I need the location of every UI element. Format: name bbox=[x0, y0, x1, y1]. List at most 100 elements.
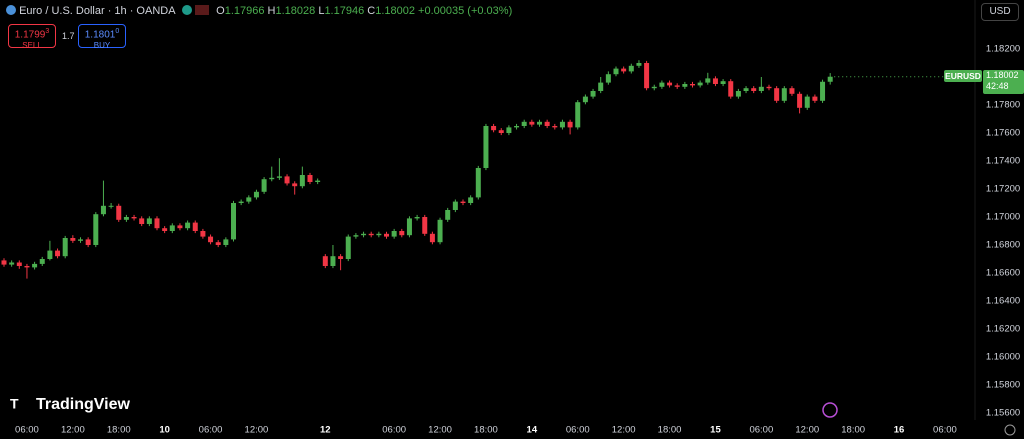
candle-body bbox=[399, 231, 405, 236]
candle-body bbox=[16, 262, 22, 266]
candle-body bbox=[491, 126, 497, 131]
x-tick-label: 10 bbox=[159, 425, 170, 436]
x-tick-label: 14 bbox=[527, 425, 538, 436]
candle-body bbox=[253, 191, 259, 198]
candle-body bbox=[192, 222, 198, 231]
candle-body bbox=[544, 121, 550, 126]
candle-body bbox=[55, 250, 61, 257]
sell-price: 1.1799 bbox=[14, 29, 46, 41]
candle-body bbox=[720, 81, 726, 84]
candle-body bbox=[613, 68, 619, 75]
candle-body bbox=[131, 217, 137, 219]
flag-icon bbox=[195, 5, 210, 15]
candle-body bbox=[575, 102, 581, 128]
candle-body bbox=[766, 86, 772, 89]
candle-body bbox=[208, 236, 214, 243]
candle-body bbox=[475, 168, 481, 198]
spread: 1.7 bbox=[62, 31, 75, 41]
candle-body bbox=[697, 82, 703, 86]
candle-body bbox=[498, 130, 504, 133]
candle-body bbox=[437, 219, 443, 243]
y-tick-label: 1.16200 bbox=[986, 324, 1020, 335]
candle-body bbox=[39, 259, 45, 264]
candle-body bbox=[452, 201, 458, 210]
ohlc-c-label: C bbox=[367, 5, 376, 17]
sell-button[interactable]: 1.17993 SELL bbox=[8, 24, 56, 50]
candle-body bbox=[674, 85, 680, 87]
symbol-title: Euro / U.S. Dollar · 1h · OANDA bbox=[19, 5, 175, 17]
y-tick-label: 1.16600 bbox=[986, 268, 1020, 279]
y-tick-label: 1.16000 bbox=[986, 352, 1020, 363]
candle-body bbox=[460, 201, 466, 203]
candle-body bbox=[559, 121, 565, 128]
candle-body bbox=[24, 266, 30, 268]
candle-body bbox=[636, 63, 642, 66]
candle-body bbox=[651, 86, 657, 89]
y-tick-label: 1.17800 bbox=[986, 100, 1020, 111]
buy-button[interactable]: 1.18010 BUY bbox=[78, 24, 126, 51]
x-tick-label: 06:00 bbox=[749, 425, 773, 436]
candle-body bbox=[116, 205, 122, 220]
y-tick-label: 1.17400 bbox=[986, 156, 1020, 167]
candle-body bbox=[667, 82, 673, 86]
y-tick-label: 1.17600 bbox=[986, 128, 1020, 139]
header: Euro / U.S. Dollar · 1h · OANDA O1.17966… bbox=[6, 5, 512, 17]
candle-body bbox=[804, 96, 810, 108]
x-tick-label: 12:00 bbox=[61, 425, 85, 436]
candle-body bbox=[605, 74, 611, 83]
candle-body bbox=[261, 179, 267, 192]
candle-body bbox=[743, 88, 749, 91]
candle-body bbox=[322, 256, 328, 266]
candle-body bbox=[108, 205, 114, 207]
buy-pip: 0 bbox=[115, 28, 120, 35]
x-tick-label: 12:00 bbox=[245, 425, 269, 436]
x-tick-label: 12:00 bbox=[428, 425, 452, 436]
symbol-icon bbox=[6, 5, 16, 15]
candle-body bbox=[169, 225, 175, 231]
candle-body bbox=[628, 65, 634, 72]
candle-body bbox=[292, 183, 298, 187]
candle-body bbox=[621, 68, 627, 72]
x-tick-label: 06:00 bbox=[566, 425, 590, 436]
candle-body bbox=[215, 242, 221, 245]
candle-body bbox=[223, 239, 229, 245]
buy-label: BUY bbox=[93, 41, 111, 51]
currency-selector[interactable]: USD bbox=[981, 3, 1019, 21]
candle-body bbox=[276, 176, 282, 178]
candle-body bbox=[820, 81, 826, 101]
candle-body bbox=[506, 127, 512, 133]
candle-body bbox=[62, 238, 68, 257]
candle-body bbox=[789, 88, 795, 94]
candle-body bbox=[735, 91, 741, 97]
candle-body bbox=[422, 217, 428, 234]
candle-body bbox=[682, 84, 688, 87]
candle-body bbox=[797, 93, 803, 108]
ohlc-h-label: H bbox=[267, 5, 276, 17]
candle-body bbox=[269, 177, 275, 180]
countdown: 42:48 bbox=[986, 81, 1009, 91]
candle-body bbox=[9, 262, 15, 265]
candle-body bbox=[139, 218, 145, 224]
ohlc-h: 1.18028 bbox=[275, 5, 316, 17]
alert-icon[interactable] bbox=[822, 402, 838, 418]
brand: TradingView bbox=[36, 396, 131, 413]
candle-body bbox=[827, 76, 833, 82]
candle-body bbox=[200, 231, 206, 237]
y-tick-label: 1.16800 bbox=[986, 240, 1020, 251]
y-tick-label: 1.18200 bbox=[986, 44, 1020, 55]
settings-icon[interactable] bbox=[1004, 424, 1016, 436]
candle-body bbox=[567, 121, 573, 128]
candle-body bbox=[774, 88, 780, 101]
candle-body bbox=[162, 228, 168, 231]
candle-body bbox=[781, 88, 787, 101]
x-tick-label: 06:00 bbox=[15, 425, 39, 436]
candle-body bbox=[231, 203, 236, 240]
x-tick-label: 06:00 bbox=[199, 425, 223, 436]
candle-body bbox=[384, 233, 389, 237]
y-tick-label: 1.17200 bbox=[986, 184, 1020, 195]
candle-body bbox=[590, 91, 596, 97]
x-tick-label: 12 bbox=[320, 425, 331, 436]
candle-body bbox=[93, 214, 99, 245]
y-tick-label: 1.15800 bbox=[986, 380, 1020, 391]
